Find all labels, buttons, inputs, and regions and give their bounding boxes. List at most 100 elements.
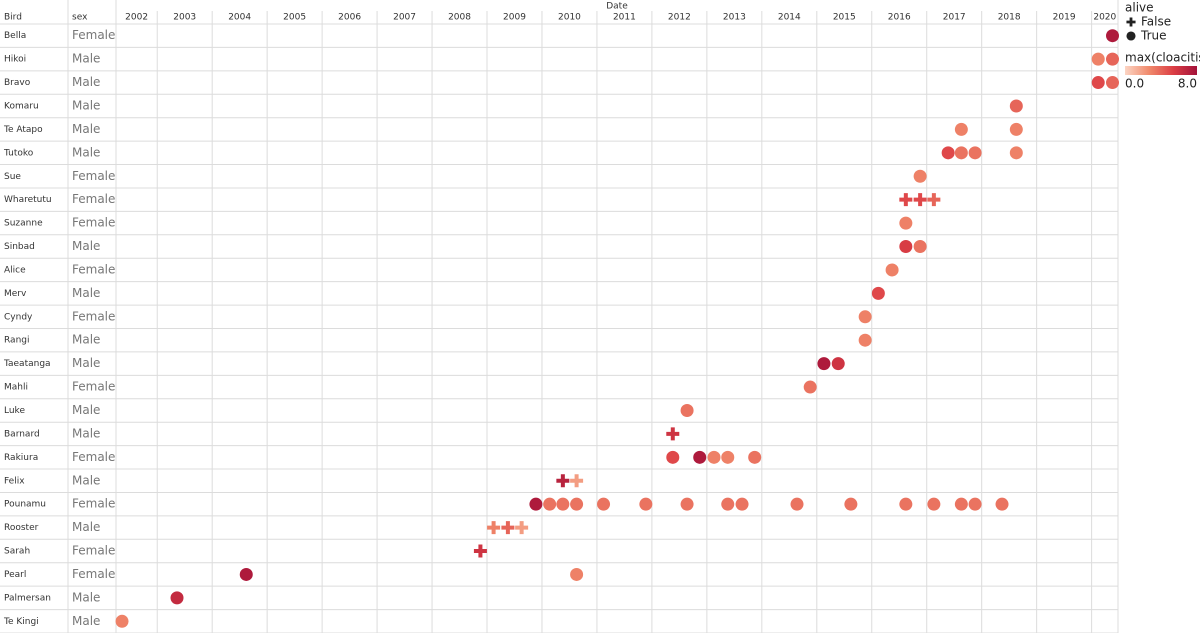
plus-mark xyxy=(487,521,501,535)
x-tick-label: 2007 xyxy=(393,13,416,23)
dot xyxy=(1091,76,1105,90)
legend-title: max(cloacitis .. xyxy=(1125,51,1200,65)
sex-label: Male xyxy=(72,614,100,628)
dot xyxy=(858,310,872,324)
sex-label: Female xyxy=(72,567,115,581)
x-tick-label: 2006 xyxy=(338,13,361,23)
plus-mark xyxy=(927,193,941,207)
dot xyxy=(1126,31,1136,41)
dot xyxy=(570,567,584,581)
dot xyxy=(115,614,129,628)
bird-label: Barnard xyxy=(4,429,40,439)
plus-mark xyxy=(501,521,515,535)
x-tick-label: 2017 xyxy=(943,13,966,23)
plus-mark xyxy=(515,521,529,535)
dot xyxy=(639,497,653,511)
dot xyxy=(790,497,804,511)
bird-label: Bravo xyxy=(4,78,31,88)
x-tick-label: 2004 xyxy=(228,13,251,23)
dot xyxy=(1091,52,1105,66)
dot xyxy=(748,450,762,464)
plus-mark xyxy=(556,474,570,488)
dot xyxy=(1009,146,1023,160)
x-tick-label: 2011 xyxy=(613,13,636,23)
row-header: Bird xyxy=(4,13,22,23)
plus-mark xyxy=(473,544,487,558)
dot xyxy=(844,497,858,511)
x-tick-label: 2019 xyxy=(1053,13,1076,23)
dot xyxy=(954,146,968,160)
row-header: sex xyxy=(72,13,88,23)
bird-label: Taeatanga xyxy=(3,359,51,369)
plus-mark xyxy=(913,193,927,207)
plus-mark xyxy=(899,193,913,207)
dot xyxy=(899,497,913,511)
sex-label: Male xyxy=(72,520,100,534)
sex-label: Male xyxy=(72,98,100,112)
dot xyxy=(1106,29,1120,43)
dot xyxy=(570,497,584,511)
color-ramp xyxy=(1125,66,1197,75)
dot xyxy=(735,497,749,511)
bird-label: Pearl xyxy=(4,570,26,580)
dot xyxy=(529,497,543,511)
bird-label: Merv xyxy=(4,289,27,299)
x-tick-label: 2020 xyxy=(1093,13,1116,23)
dot xyxy=(680,497,694,511)
dot xyxy=(913,169,927,183)
sex-label: Female xyxy=(72,497,115,511)
sex-label: Male xyxy=(72,426,100,440)
sex-label: Female xyxy=(72,169,115,183)
sex-label: Female xyxy=(72,262,115,276)
legend-label: False xyxy=(1141,15,1171,29)
sex-label: Female xyxy=(72,450,115,464)
dot xyxy=(899,240,913,254)
bird-label: Sinbad xyxy=(4,242,35,252)
sex-label: Male xyxy=(72,286,100,300)
bird-label: Suzanne xyxy=(4,219,43,229)
bird-label: Sarah xyxy=(4,547,30,557)
bird-label: Palmersan xyxy=(4,593,51,603)
bird-label: Bella xyxy=(4,31,26,41)
bird-label: Felix xyxy=(4,476,25,486)
bird-label: Rangi xyxy=(4,336,30,346)
dot xyxy=(597,497,611,511)
dot xyxy=(899,216,913,230)
sex-label: Male xyxy=(72,52,100,66)
dot xyxy=(885,263,899,277)
sex-label: Female xyxy=(72,544,115,558)
dot xyxy=(871,286,885,300)
bird-label: Te Atapo xyxy=(3,125,43,135)
x-title: Date xyxy=(606,2,628,12)
dot xyxy=(831,357,845,371)
bird-label: Hikoi xyxy=(4,55,26,65)
dot xyxy=(968,497,982,511)
sex-label: Male xyxy=(72,239,100,253)
sex-label: Male xyxy=(72,145,100,159)
sex-label: Male xyxy=(72,333,100,347)
x-tick-label: 2010 xyxy=(558,13,581,23)
plus-mark xyxy=(666,427,680,441)
sex-label: Female xyxy=(72,309,115,323)
dot xyxy=(556,497,570,511)
dot xyxy=(721,450,735,464)
dot xyxy=(968,146,982,160)
sex-label: Female xyxy=(72,28,115,42)
bird-label: Rooster xyxy=(4,523,39,533)
color-tick-label: 8.0 xyxy=(1178,77,1197,91)
dot xyxy=(170,591,184,605)
dot xyxy=(995,497,1009,511)
bird-label: Sue xyxy=(4,172,21,182)
color-tick-label: 0.0 xyxy=(1125,77,1144,91)
x-tick-label: 2008 xyxy=(448,13,471,23)
bird-label: Te Kingi xyxy=(3,617,39,627)
legend-label: True xyxy=(1140,29,1167,43)
dot xyxy=(1106,52,1120,66)
dot xyxy=(721,497,735,511)
dot xyxy=(1106,76,1120,90)
plus-mark xyxy=(570,474,584,488)
dot xyxy=(954,497,968,511)
sex-label: Male xyxy=(72,122,100,136)
dot xyxy=(803,380,817,394)
